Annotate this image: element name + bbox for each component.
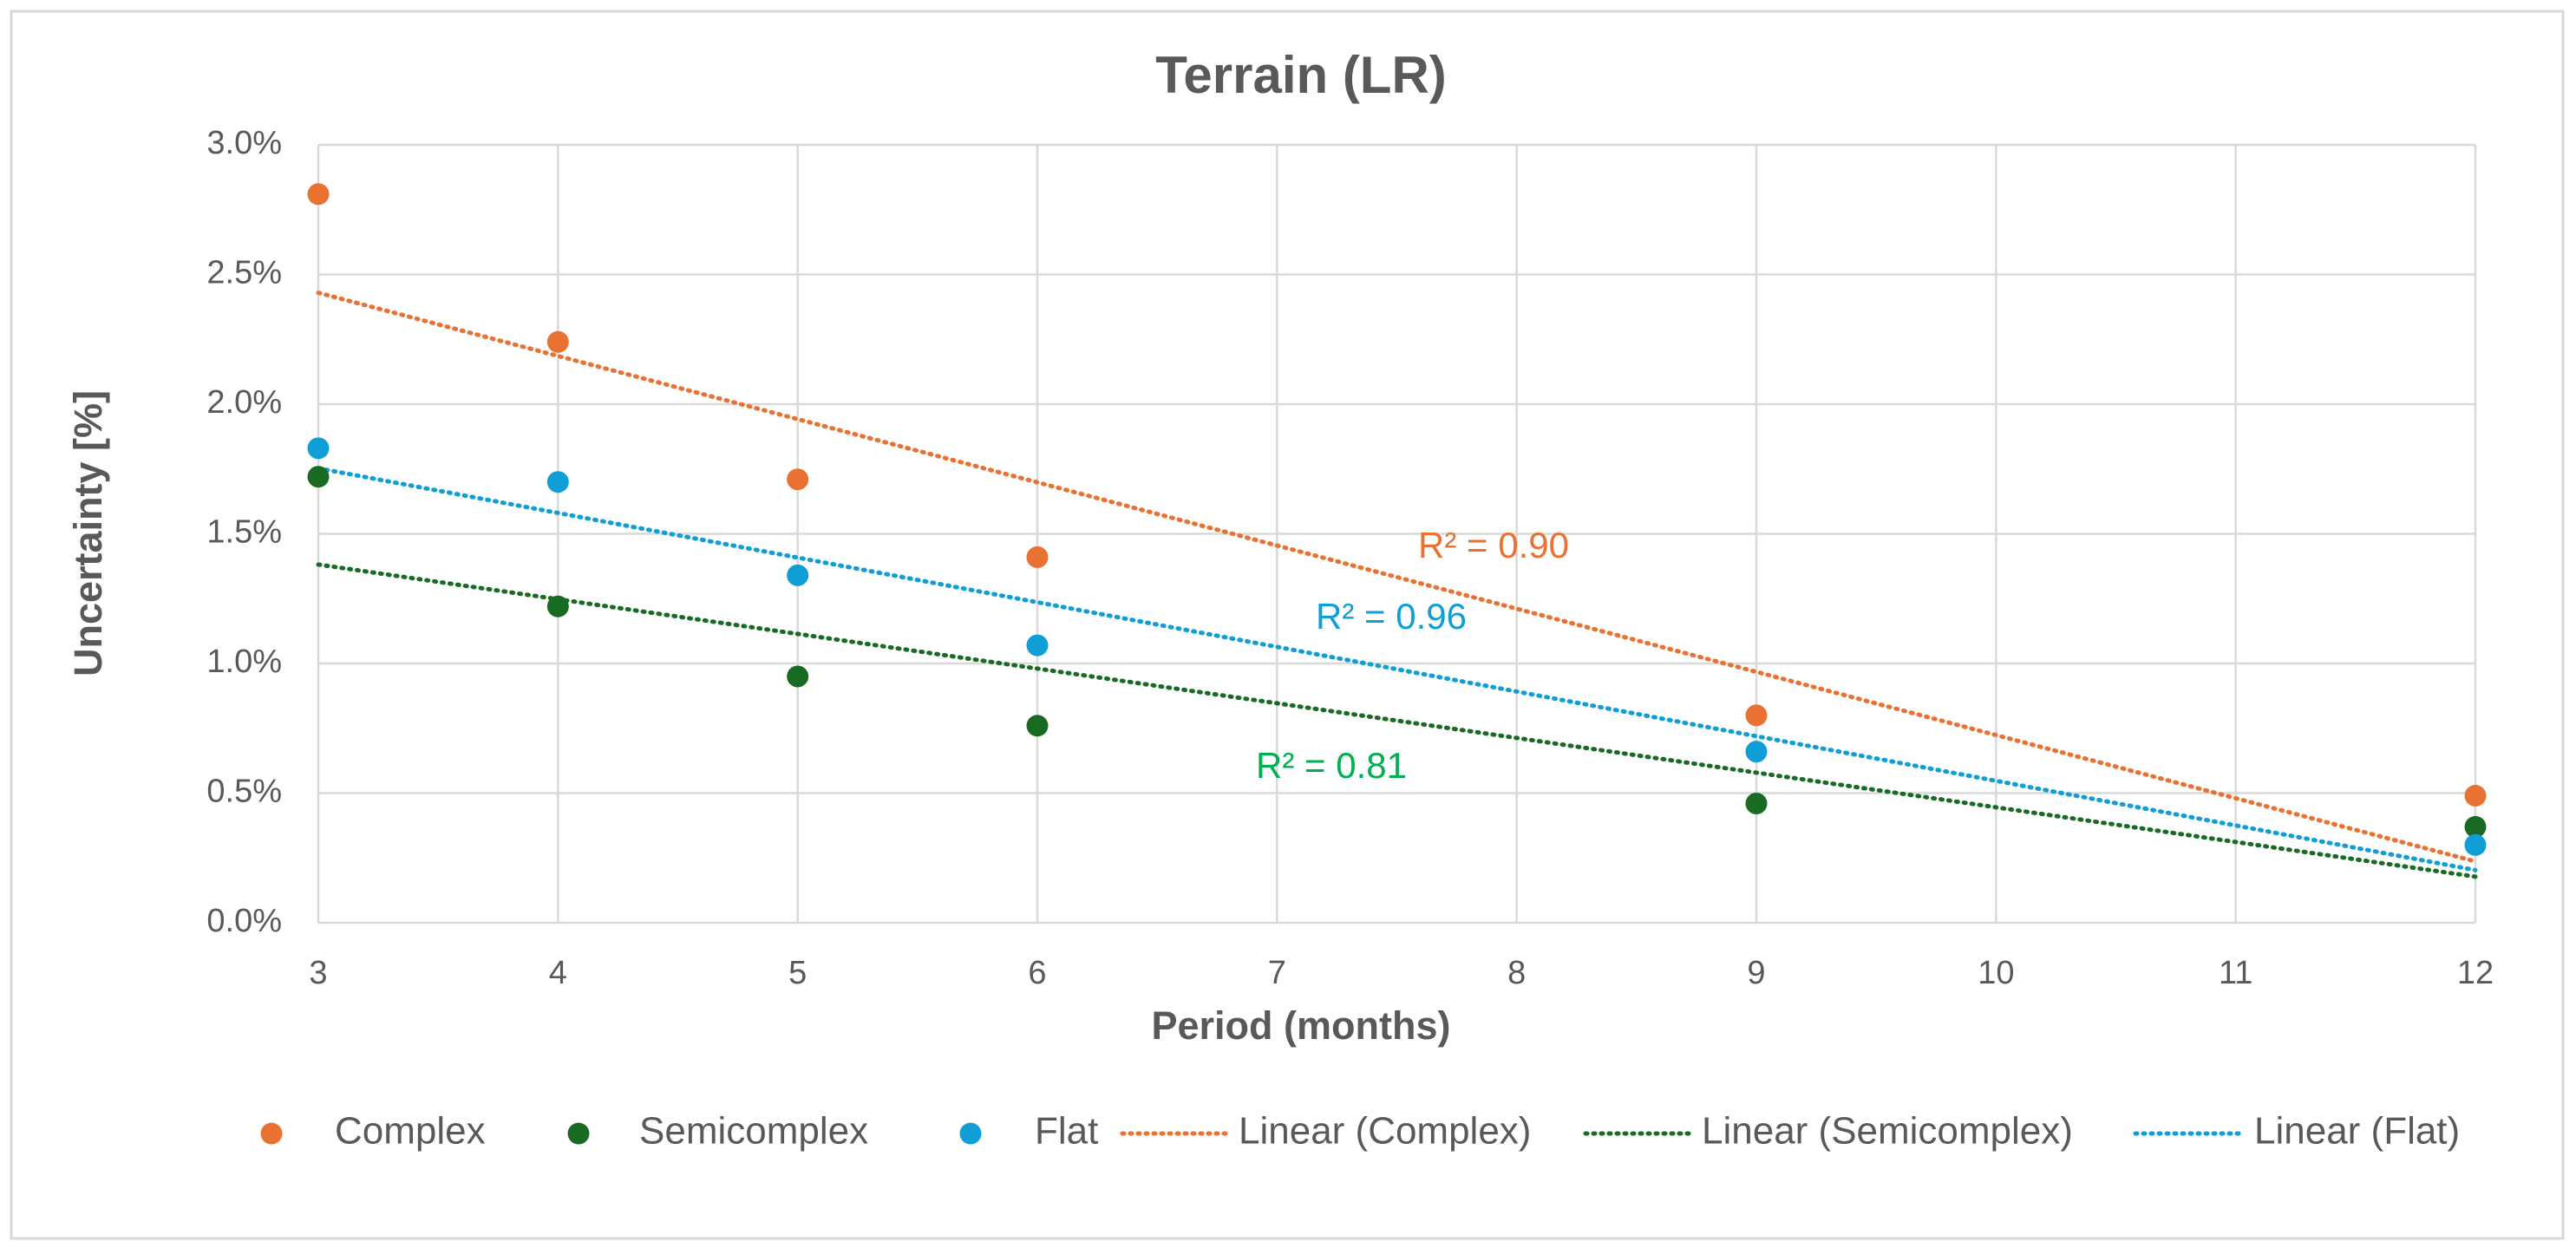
legend-label: Linear (Semicomplex) <box>1702 1110 2073 1153</box>
point <box>546 471 569 493</box>
y-tick-label: 2.0% <box>206 384 282 421</box>
legend-marker <box>567 1122 590 1145</box>
y-tick-label: 0.5% <box>206 774 282 810</box>
x-axis-title: Period (months) <box>1152 1003 1451 1048</box>
x-tick-label: 5 <box>788 955 807 991</box>
legend-label: Flat <box>1035 1110 1098 1153</box>
y-tick-label: 3.0% <box>206 125 282 161</box>
x-tick-label: 9 <box>1747 955 1765 991</box>
point <box>1026 715 1049 737</box>
point <box>307 466 330 488</box>
r-squared-label: R² = 0.90 <box>1418 525 1569 565</box>
legend-label: Semicomplex <box>639 1110 868 1153</box>
y-tick-label: 1.5% <box>206 514 282 551</box>
point <box>2464 784 2487 807</box>
legend-marker <box>959 1122 982 1145</box>
x-tick-label: 10 <box>1978 955 2014 991</box>
y-axis-title: Uncertainty [%] <box>66 390 110 676</box>
trendline <box>316 291 2478 864</box>
trendline <box>316 466 2478 872</box>
point <box>2464 815 2487 838</box>
point <box>2464 833 2487 856</box>
legend-label: Linear (Complex) <box>1239 1110 1531 1153</box>
point <box>546 595 569 617</box>
legend-label: Linear (Flat) <box>2254 1110 2460 1153</box>
point <box>307 183 330 206</box>
y-tick-label: 2.5% <box>206 255 282 291</box>
point <box>787 564 809 586</box>
chart-title: Terrain (LR) <box>1155 46 1447 104</box>
x-tick-label: 6 <box>1028 955 1046 991</box>
point <box>787 665 809 688</box>
x-tick-label: 11 <box>2219 955 2252 991</box>
x-tick-label: 3 <box>309 955 327 991</box>
point <box>1745 792 1768 814</box>
y-tick-label: 0.0% <box>206 903 282 939</box>
r-squared-label: R² = 0.96 <box>1316 596 1467 637</box>
point <box>1026 546 1049 568</box>
x-tick-label: 8 <box>1507 955 1526 991</box>
legend-marker <box>260 1122 283 1145</box>
point <box>1026 634 1049 657</box>
point <box>1745 741 1768 763</box>
r-squared-label: R² = 0.81 <box>1256 745 1407 786</box>
point <box>546 330 569 353</box>
y-tick-label: 1.0% <box>206 644 282 680</box>
point <box>1745 704 1768 727</box>
point <box>787 468 809 491</box>
x-tick-label: 4 <box>549 955 567 991</box>
point <box>307 437 330 460</box>
x-tick-label: 7 <box>1268 955 1286 991</box>
x-tick-label: 12 <box>2457 955 2494 991</box>
chart-border <box>10 10 2565 1240</box>
legend-label: Complex <box>335 1110 486 1153</box>
